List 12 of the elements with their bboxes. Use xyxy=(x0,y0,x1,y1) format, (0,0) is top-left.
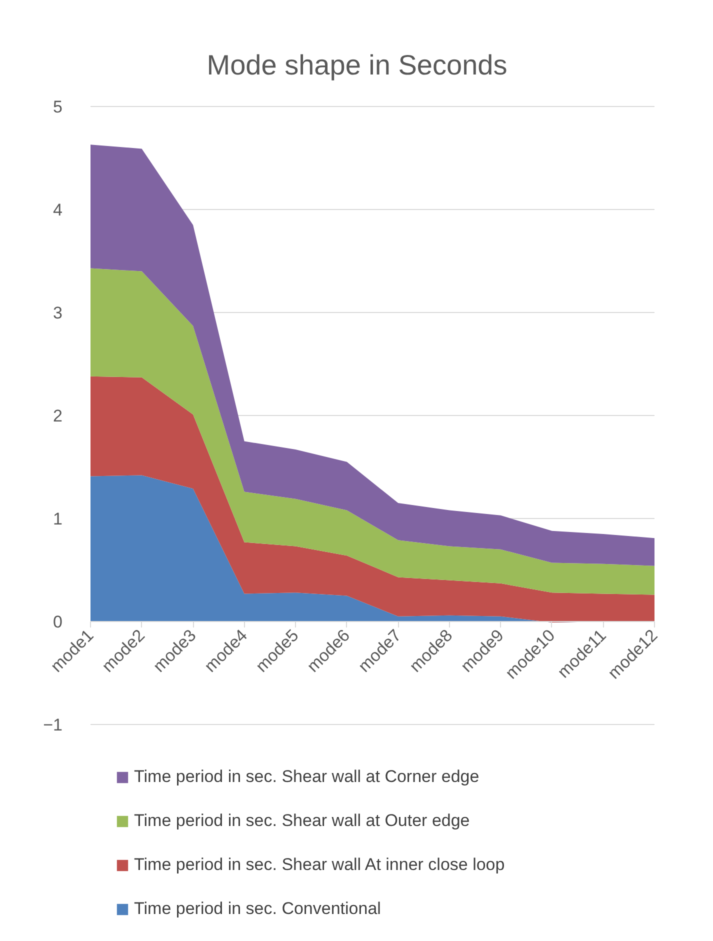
y-tick-label: 1 xyxy=(53,510,63,528)
y-tick-label: 5 xyxy=(53,98,63,116)
y-tick-label: 3 xyxy=(53,304,63,322)
y-tick-label: 2 xyxy=(53,406,63,426)
y-tick-label: 4 xyxy=(53,200,63,220)
legend-label: Time period in sec. Conventional xyxy=(134,899,381,919)
legend-label: Time period in sec. Shear wall at Corner edge xyxy=(134,767,480,787)
y-tick-label: −1 xyxy=(43,716,63,734)
legend-label: Time period in sec. Shear wall At inner close loop xyxy=(134,855,505,875)
chart-title: Mode shape in Seconds xyxy=(206,50,508,80)
y-tick-label: 0 xyxy=(53,612,63,632)
legend-label: Time period in sec. Shear wall at Outer edge xyxy=(134,811,470,831)
